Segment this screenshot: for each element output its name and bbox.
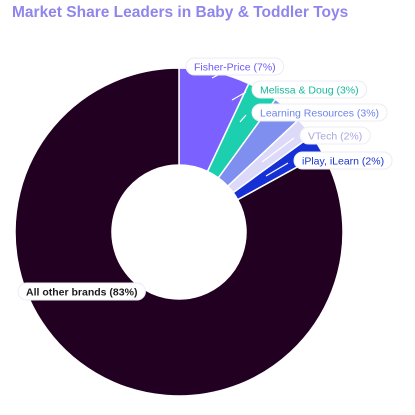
- label-text: VTech (2%): [308, 131, 362, 143]
- label-text: Fisher-Price (7%): [194, 62, 276, 74]
- label-pill: [17, 282, 146, 301]
- slice-all-other-brands: [14, 67, 344, 397]
- label-pill: [185, 57, 285, 76]
- label-pill: [293, 151, 393, 170]
- leader-line-learning-resources: [239, 114, 247, 123]
- slice-label-all-other-brands: All other brands (83%): [17, 282, 146, 301]
- label-text: iPlay, iLearn (2%): [302, 156, 384, 168]
- labels-group: Fisher-Price (7%) Melissa & Doug (3%) Lear…: [17, 57, 393, 301]
- slice-label-fisher-price: Fisher-Price (7%): [185, 57, 285, 76]
- leader-line-melissa-doug: [231, 91, 247, 101]
- label-pill: [251, 103, 388, 122]
- slice-label-melissa-doug: Melissa & Doug (3%): [251, 80, 368, 99]
- label-text: All other brands (83%): [26, 287, 137, 299]
- label-pill: [299, 126, 371, 145]
- label-text: Melissa & Doug (3%): [260, 85, 359, 97]
- slice-label-learning-resources: Learning Resources (3%): [251, 103, 388, 122]
- leader-line-iplay-ilearn: [265, 162, 289, 177]
- slice-label-iplay-ilearn: iPlay, iLearn (2%): [293, 151, 393, 170]
- slice-label-vtech: VTech (2%): [299, 126, 371, 145]
- label-pill: [251, 80, 368, 99]
- leader-line-vtech: [261, 137, 295, 163]
- chart-title: Market Share Leaders in Baby & Toddler T…: [12, 4, 349, 21]
- label-text: Learning Resources (3%): [260, 108, 379, 120]
